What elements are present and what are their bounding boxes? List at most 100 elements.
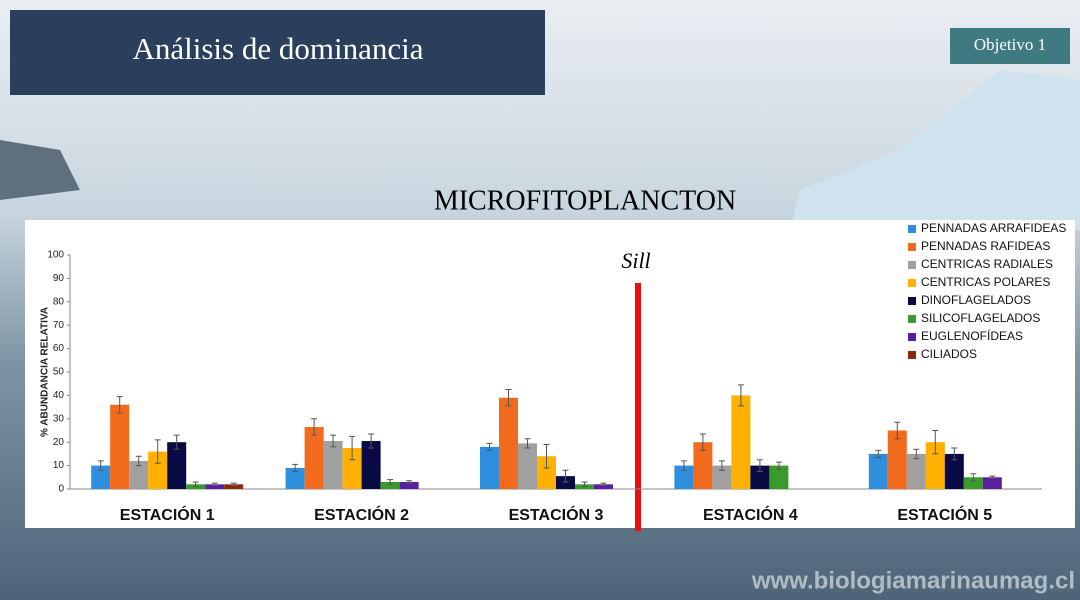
bar bbox=[518, 443, 537, 489]
legend-swatch bbox=[908, 297, 916, 305]
title-box bbox=[10, 10, 545, 95]
bar bbox=[110, 404, 130, 489]
error-bar bbox=[524, 438, 531, 449]
bar bbox=[925, 442, 945, 489]
error-bar bbox=[699, 433, 706, 451]
error-bar bbox=[680, 460, 687, 471]
y-tick-label: 100 bbox=[47, 250, 64, 261]
legend-swatch bbox=[908, 261, 916, 269]
error-bar bbox=[543, 444, 550, 469]
bar bbox=[499, 397, 518, 489]
error-bar bbox=[913, 448, 920, 460]
slide-title: Análisis de dominancia bbox=[133, 31, 424, 66]
error-bar bbox=[330, 434, 337, 448]
error-bar bbox=[775, 461, 782, 470]
x-tick-label: ESTACIÓN 3 bbox=[509, 505, 604, 524]
bar bbox=[323, 441, 343, 489]
legend-label: CILIADOS bbox=[921, 347, 977, 361]
sill-label: Sill bbox=[621, 248, 650, 273]
bar bbox=[224, 484, 244, 489]
bar bbox=[693, 442, 713, 489]
error-bar bbox=[173, 434, 180, 450]
error-bar bbox=[989, 475, 996, 479]
bar bbox=[769, 465, 789, 489]
x-tick-label: ESTACIÓN 1 bbox=[120, 505, 215, 524]
bar bbox=[361, 441, 381, 489]
x-tick-label: ESTACIÓN 5 bbox=[897, 505, 992, 524]
bar bbox=[594, 484, 613, 489]
y-tick-label: 40 bbox=[53, 390, 65, 401]
error-bar bbox=[406, 480, 413, 484]
error-bar bbox=[737, 384, 744, 407]
bar bbox=[205, 484, 225, 489]
error-bar bbox=[192, 481, 199, 488]
y-tick-label: 80 bbox=[53, 296, 65, 307]
legend-label: PENNADAS ARRAFIDEAS bbox=[921, 221, 1066, 235]
y-tick-label: 50 bbox=[53, 367, 65, 378]
bar bbox=[887, 430, 907, 489]
chart-title: MICROFITOPLANCTON bbox=[434, 185, 736, 216]
bar bbox=[285, 467, 305, 489]
y-axis-label: % ABUNDANCIA RELATIVA bbox=[40, 307, 51, 437]
legend-label: CENTRICAS POLARES bbox=[921, 275, 1050, 289]
bar bbox=[129, 460, 149, 489]
error-bar bbox=[970, 473, 977, 482]
legend-swatch bbox=[908, 351, 916, 359]
bar bbox=[963, 477, 983, 489]
badge-text: Objetivo 1 bbox=[974, 35, 1046, 54]
error-bar bbox=[211, 482, 218, 486]
bar bbox=[91, 465, 111, 489]
bar bbox=[674, 465, 694, 489]
bar bbox=[982, 477, 1002, 489]
glacier bbox=[790, 70, 1080, 230]
error-bar bbox=[97, 460, 104, 471]
bar bbox=[906, 453, 926, 489]
error-bar bbox=[368, 433, 375, 449]
error-bar bbox=[562, 469, 569, 483]
error-bar bbox=[311, 418, 318, 436]
error-bar bbox=[875, 449, 882, 458]
y-tick-label: 90 bbox=[53, 273, 65, 284]
bar bbox=[342, 448, 362, 489]
x-tick-label: ESTACIÓN 2 bbox=[314, 505, 409, 524]
y-tick-label: 20 bbox=[53, 437, 65, 448]
y-tick-label: 10 bbox=[53, 460, 65, 471]
error-bar bbox=[756, 459, 763, 472]
bar bbox=[380, 481, 400, 489]
y-tick-label: 0 bbox=[58, 484, 64, 495]
y-tick-label: 70 bbox=[53, 320, 65, 331]
legend-label: EUGLENOFÍDEAS bbox=[921, 328, 1023, 343]
bar bbox=[148, 451, 168, 489]
error-bar bbox=[951, 447, 958, 461]
bar bbox=[537, 456, 556, 489]
error-bar bbox=[349, 435, 356, 461]
legend-label: SILICOFLAGELADOS bbox=[921, 311, 1040, 325]
error-bar bbox=[600, 482, 607, 486]
error-bar bbox=[230, 482, 237, 486]
bar bbox=[731, 395, 751, 489]
legend-swatch bbox=[908, 333, 916, 341]
legend-swatch bbox=[908, 243, 916, 251]
error-bar bbox=[116, 396, 123, 414]
y-tick-label: 30 bbox=[53, 413, 65, 424]
error-bar bbox=[894, 421, 901, 440]
error-bar bbox=[581, 481, 588, 488]
error-bar bbox=[718, 460, 725, 471]
legend-swatch bbox=[908, 315, 916, 323]
error-bar bbox=[387, 479, 394, 485]
bar bbox=[480, 446, 499, 489]
bar bbox=[944, 453, 964, 489]
x-tick-label: ESTACIÓN 4 bbox=[703, 505, 798, 524]
legend-label: DINOFLAGELADOS bbox=[921, 293, 1031, 307]
bar bbox=[868, 453, 888, 489]
error-bar bbox=[486, 442, 493, 451]
error-bar bbox=[135, 455, 142, 467]
error-bar bbox=[292, 463, 299, 472]
bar bbox=[399, 481, 419, 489]
legend-swatch bbox=[908, 225, 916, 233]
bar bbox=[556, 476, 575, 489]
badge bbox=[950, 28, 1070, 64]
bar bbox=[304, 426, 324, 489]
mountain bbox=[0, 140, 80, 200]
